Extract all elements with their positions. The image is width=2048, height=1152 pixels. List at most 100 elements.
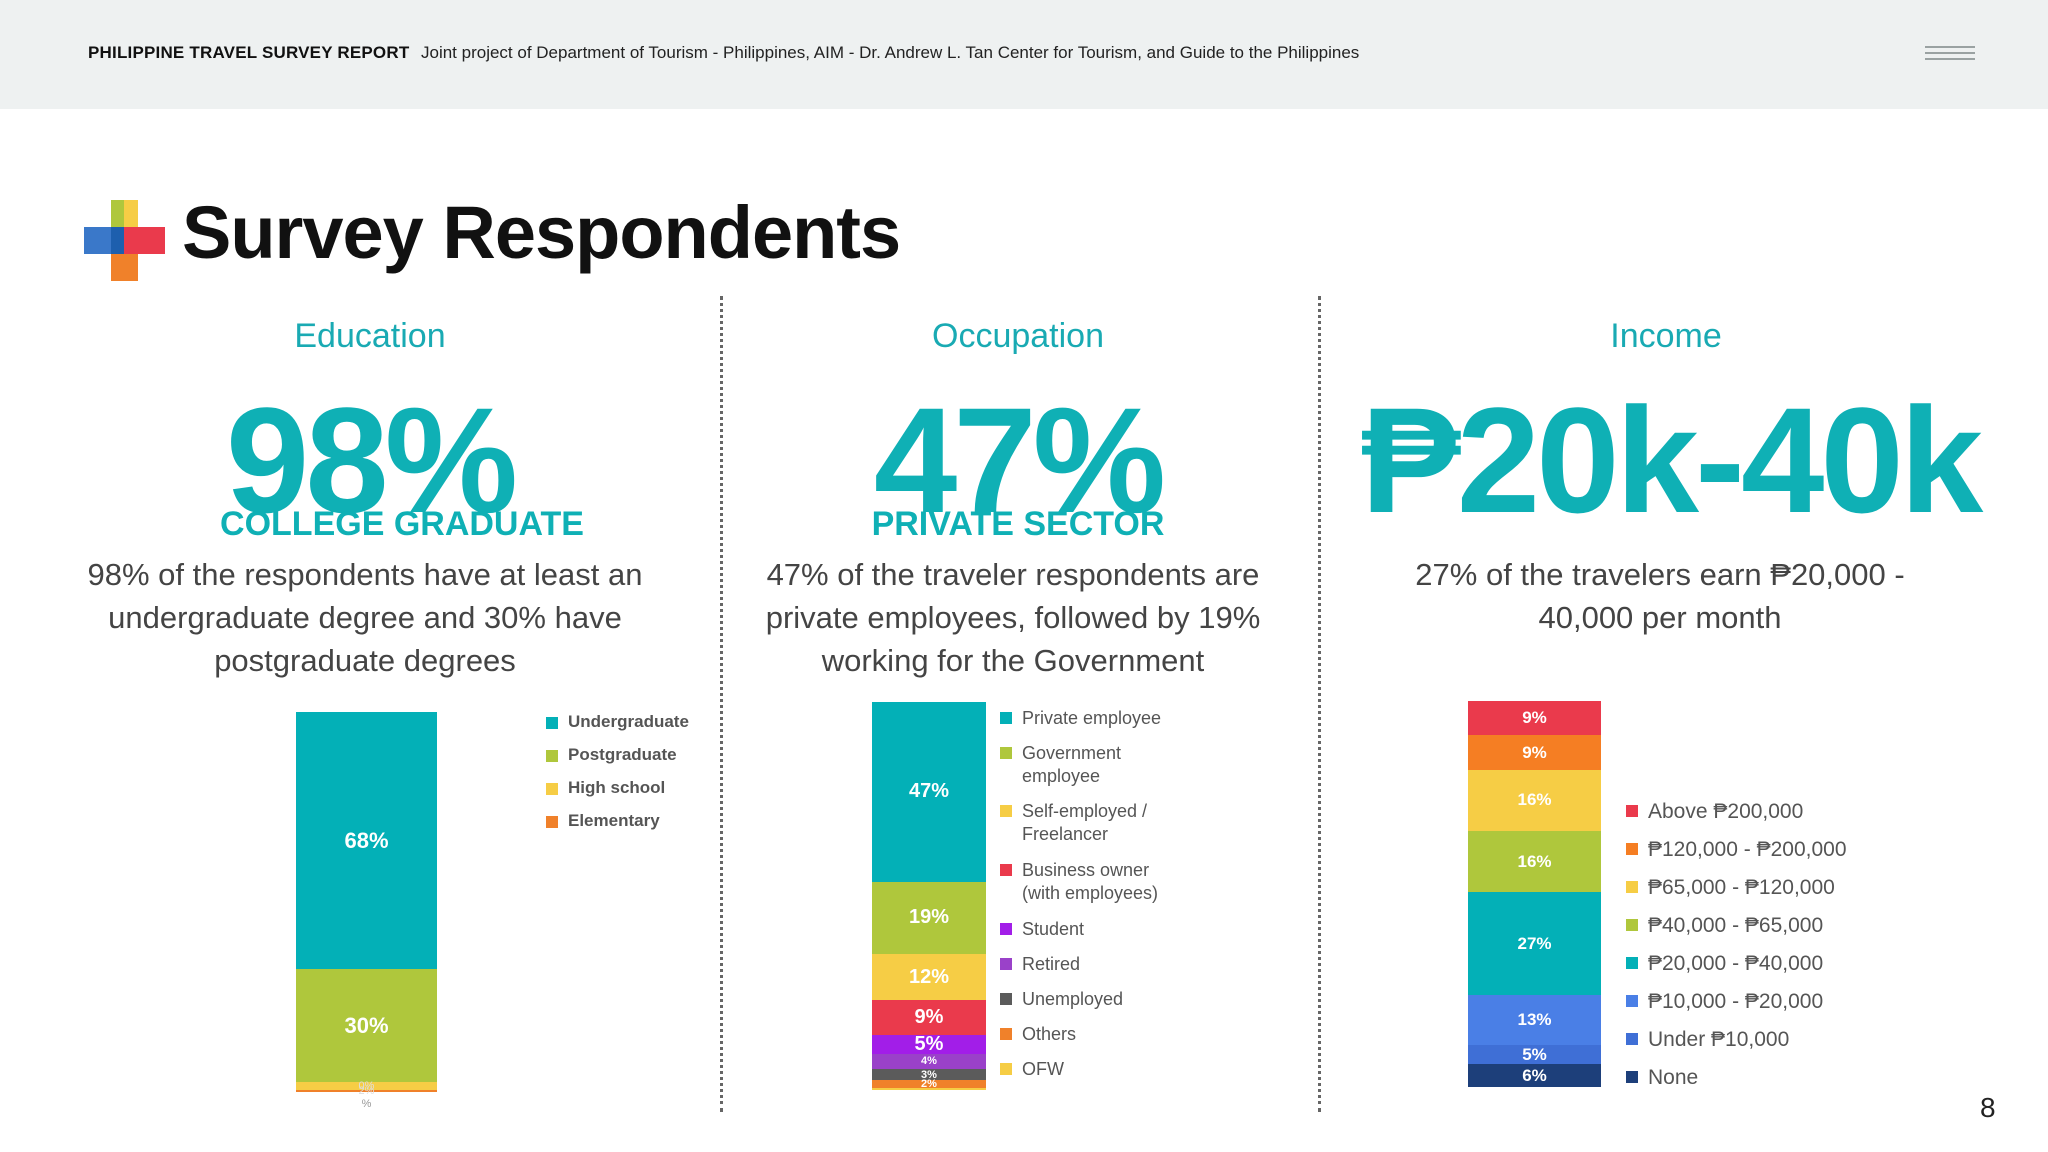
education-big-stat: 98% xyxy=(225,376,518,544)
bar-segment-label: 30% xyxy=(344,1012,389,1038)
bar-segment: 9% xyxy=(872,1000,986,1035)
legend-label: Others xyxy=(1022,1024,1077,1044)
bar-segment: 5% xyxy=(1468,1044,1601,1065)
legend-label: Student xyxy=(1022,919,1085,939)
legend-label: ₱40,000 - ₱65,000 xyxy=(1648,914,1824,937)
legend-label: Under ₱10,000 xyxy=(1648,1028,1790,1051)
legend-item: ₱20,000 - ₱40,000 xyxy=(1626,952,1823,976)
legend-item: Private employee xyxy=(1000,707,1174,730)
bar-segment: 13% xyxy=(1468,995,1601,1045)
legend-label: High school xyxy=(568,778,666,797)
legend-label: Private employee xyxy=(1022,708,1162,728)
education-heading: Education xyxy=(294,317,446,355)
legend-label: None xyxy=(1648,1066,1699,1089)
legend-label: OFW xyxy=(1022,1059,1064,1079)
bar-segment-label: 3% xyxy=(921,1068,937,1081)
legend-swatch xyxy=(1626,843,1638,855)
legend-swatch xyxy=(1626,957,1638,969)
bar-segment-label: 9% xyxy=(1522,742,1547,762)
legend-swatch xyxy=(1000,747,1012,759)
bar-segment: 16% xyxy=(1468,830,1601,893)
occupation-big-stat: 47% xyxy=(873,376,1166,544)
legend-swatch xyxy=(1000,1063,1012,1075)
bar-segment: 6% xyxy=(1468,1064,1601,1087)
bar-segment: 12% xyxy=(872,954,986,1001)
legend-label: ₱65,000 - ₱120,000 xyxy=(1648,876,1835,899)
bar-segment: 47% xyxy=(872,702,986,882)
legend-label: Undergraduate xyxy=(568,712,689,731)
occupation-description: 47% of the traveler respondents are priv… xyxy=(765,557,1261,678)
occupation-stacked-bar: 47% 19% 12% 9% 5% 4% 3% 2% xyxy=(872,702,986,1090)
legend-swatch xyxy=(1000,805,1012,817)
legend-swatch xyxy=(1626,1071,1638,1083)
column-divider xyxy=(720,296,723,1112)
legend-swatch xyxy=(1000,864,1012,876)
occupation-heading: Occupation xyxy=(932,317,1104,355)
bar-segment-label: 47% xyxy=(908,780,950,803)
menu-icon[interactable] xyxy=(1925,46,1975,64)
legend-item: High school xyxy=(546,778,665,798)
occupation-subtitle: PRIVATE SECTOR xyxy=(871,505,1165,543)
legend-label: Postgraduate xyxy=(568,745,677,764)
legend-label: Elementary xyxy=(568,811,660,830)
income-description: 27% of the travelers earn ₱20,000 - 40,0… xyxy=(1415,557,1905,635)
legend-item: None xyxy=(1626,1066,1698,1090)
legend-label: Retired xyxy=(1022,954,1081,974)
income-big-stat: ₱20k-40k xyxy=(1360,376,1984,544)
bar-segment: 9% xyxy=(1468,735,1601,770)
legend-item: Government employee xyxy=(1000,742,1174,788)
report-title: PHILIPPINE TRAVEL SURVEY REPORT xyxy=(88,43,410,62)
legend-label: ₱120,000 - ₱200,000 xyxy=(1648,838,1847,861)
legend-swatch xyxy=(1626,919,1638,931)
legend-swatch xyxy=(1000,993,1012,1005)
bar-segment: 4% xyxy=(872,1053,986,1069)
bar-segment xyxy=(872,1088,986,1091)
bar-segment: 30% xyxy=(296,969,437,1083)
legend-swatch xyxy=(1626,995,1638,1007)
legend-label: Unemployed xyxy=(1022,989,1124,1009)
bar-segment: 5% xyxy=(872,1032,986,1055)
legend-item: Retired xyxy=(1000,953,1174,976)
legend-item: Undergraduate xyxy=(546,712,689,732)
bar-extra-label: % xyxy=(361,1098,372,1110)
education-subtitle: COLLEGE GRADUATE xyxy=(220,505,584,543)
bar-segment-label: 68% xyxy=(344,827,389,853)
legend-swatch xyxy=(1626,1033,1638,1045)
bar-segment-label: 27% xyxy=(1517,933,1552,953)
legend-item: Business owner (with employees) xyxy=(1000,859,1174,905)
legend-label: Government employee xyxy=(1022,743,1122,786)
legend-swatch xyxy=(546,816,558,828)
page-number: 8 xyxy=(1980,1092,1996,1123)
column-divider xyxy=(1318,296,1321,1112)
cross-logo-icon xyxy=(84,200,165,281)
legend-item: Unemployed xyxy=(1000,988,1174,1011)
legend-label: ₱20,000 - ₱40,000 xyxy=(1648,952,1824,975)
legend-item: Student xyxy=(1000,918,1174,941)
legend-item: Under ₱10,000 xyxy=(1626,1028,1789,1052)
legend-item: ₱65,000 - ₱120,000 xyxy=(1626,876,1835,900)
legend-swatch xyxy=(546,717,558,729)
bar-segment-label: 19% xyxy=(908,906,950,929)
bar-segment-label: 9% xyxy=(914,1005,944,1028)
bar-segment-label: 2% xyxy=(358,1085,375,1097)
bar-segment-label: 2% xyxy=(921,1078,937,1091)
top-header: PHILIPPINE TRAVEL SURVEY REPORT Joint pr… xyxy=(0,0,2048,109)
legend-item: Elementary xyxy=(546,811,660,831)
page-title: Survey Respondents xyxy=(182,191,901,274)
legend-swatch xyxy=(546,750,558,762)
legend-item: Others xyxy=(1000,1023,1174,1046)
education-description: 98% of the respondents have at least an … xyxy=(87,557,643,678)
legend-item: OFW xyxy=(1000,1058,1174,1081)
bar-segment: 68% xyxy=(296,712,437,970)
bar-segment: 0% xyxy=(296,1080,437,1092)
legend-label: Self-employed / Freelancer xyxy=(1022,801,1148,844)
bar-segment-label: 16% xyxy=(1517,851,1552,871)
bar-segment: 3% xyxy=(872,1068,986,1081)
legend-swatch xyxy=(546,783,558,795)
bar-segment: 19% xyxy=(872,881,986,955)
bar-segment-label: 5% xyxy=(1522,1044,1547,1064)
legend-item: Self-employed / Freelancer xyxy=(1000,800,1174,846)
legend-label: Business owner (with employees) xyxy=(1022,860,1159,903)
bar-segment: 2% xyxy=(296,1085,437,1097)
bar-segment-label: 5% xyxy=(914,1032,944,1055)
